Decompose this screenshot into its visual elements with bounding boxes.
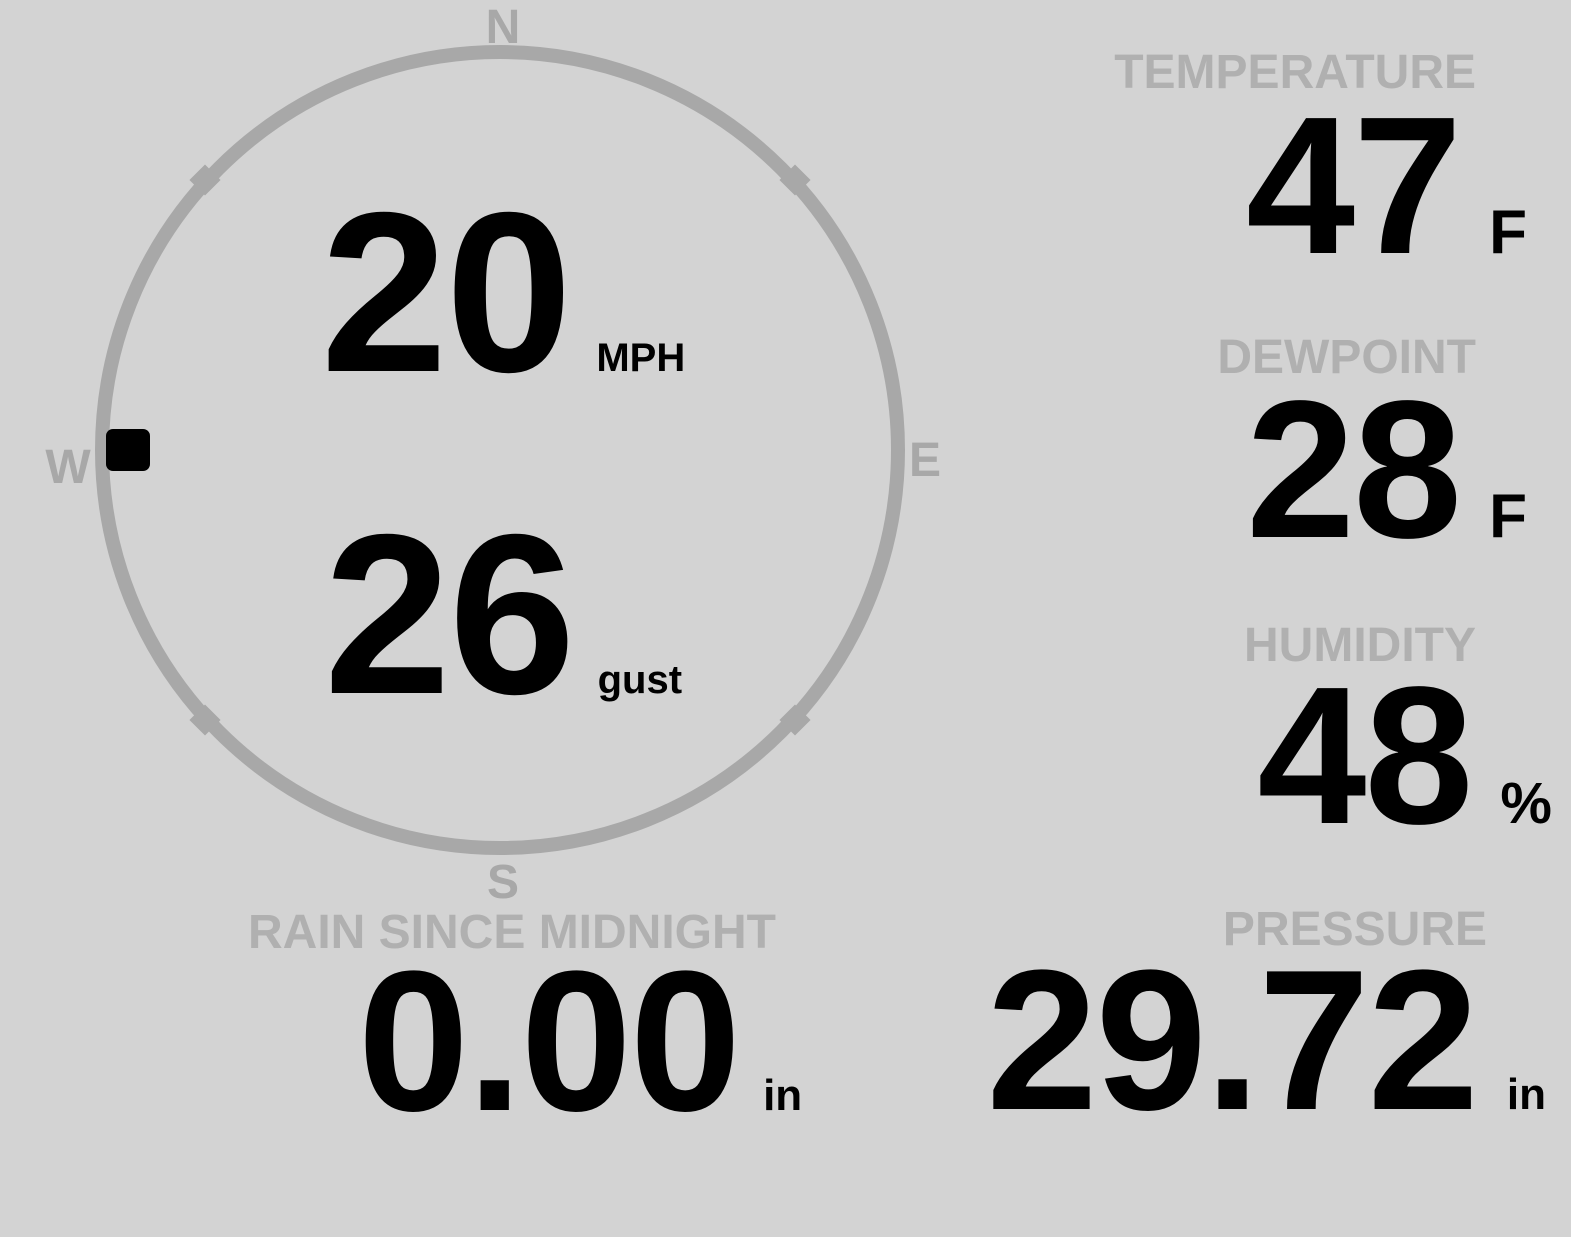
humidity-reading: 48 % <box>1257 658 1552 854</box>
wind-speed: 20 MPH <box>321 179 686 407</box>
dewpoint-reading: 28 F <box>1246 372 1527 568</box>
dewpoint-label: DEWPOINT <box>1217 331 1476 384</box>
wind-speed-value: 20 <box>320 166 573 420</box>
rain-label: RAIN SINCE MIDNIGHT <box>248 906 776 959</box>
compass-label-north: N <box>485 1 521 54</box>
pressure-unit: in <box>1506 1070 1546 1119</box>
wind-direction-marker <box>106 429 150 471</box>
compass-label-west: W <box>45 441 91 494</box>
rain-unit: in <box>763 1071 803 1120</box>
pressure-label: PRESSURE <box>1222 903 1487 956</box>
compass-label-east: E <box>908 434 942 487</box>
humidity-unit: % <box>1500 771 1552 836</box>
pressure-reading: 29.72 in <box>986 941 1546 1141</box>
pressure-value: 29.72 <box>986 929 1478 1152</box>
rain-reading: 0.00 in <box>358 942 802 1142</box>
temperature-value: 47 <box>1246 76 1462 295</box>
dewpoint-unit: F <box>1489 482 1527 551</box>
rain-value: 0.00 <box>357 930 741 1153</box>
dewpoint-value: 28 <box>1246 360 1462 579</box>
wind-gust: 26 gust <box>324 501 682 729</box>
temperature-reading: 47 F <box>1246 88 1527 284</box>
compass-label-south: S <box>486 856 520 909</box>
wind-gust-value: 26 <box>323 488 576 742</box>
temperature-label: TEMPERATURE <box>1114 46 1476 99</box>
humidity-value: 48 <box>1257 646 1473 865</box>
wind-speed-unit: MPH <box>596 336 686 380</box>
humidity-label: HUMIDITY <box>1244 619 1476 672</box>
temperature-unit: F <box>1489 198 1527 267</box>
wind-gust-unit: gust <box>597 658 683 702</box>
